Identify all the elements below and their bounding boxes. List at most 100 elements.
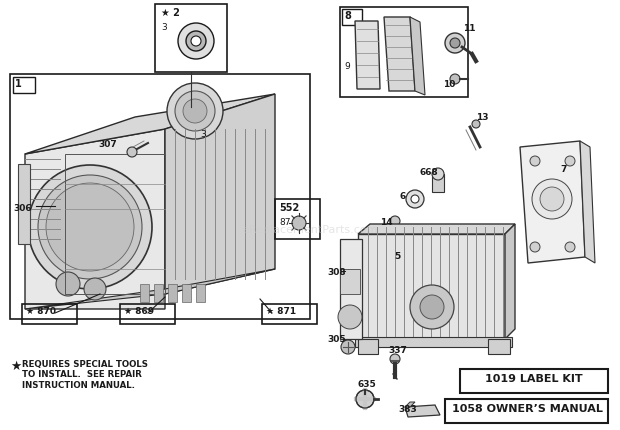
- Bar: [342, 10, 362, 26]
- Text: 337: 337: [388, 345, 407, 354]
- Text: ★ 869: ★ 869: [124, 306, 154, 315]
- Circle shape: [167, 84, 223, 140]
- Polygon shape: [520, 141, 585, 264]
- Text: 11: 11: [463, 24, 476, 33]
- Text: REQUIRES SPECIAL TOOLS
TO INSTALL.  SEE REPAIR
INSTRUCTION MANUAL.: REQUIRES SPECIAL TOOLS TO INSTALL. SEE R…: [22, 359, 148, 389]
- Polygon shape: [405, 402, 415, 407]
- Circle shape: [432, 169, 444, 181]
- Circle shape: [472, 121, 480, 129]
- Bar: [22, 304, 77, 324]
- Bar: [275, 200, 320, 240]
- Polygon shape: [488, 339, 510, 354]
- Circle shape: [56, 272, 80, 296]
- Polygon shape: [165, 95, 275, 294]
- Bar: [154, 284, 163, 302]
- Circle shape: [406, 190, 424, 209]
- Bar: [140, 284, 149, 302]
- Circle shape: [565, 157, 575, 166]
- Polygon shape: [410, 18, 425, 96]
- Circle shape: [530, 243, 540, 252]
- Text: 383: 383: [398, 404, 417, 413]
- Circle shape: [390, 354, 400, 364]
- Circle shape: [390, 216, 400, 227]
- Circle shape: [565, 243, 575, 252]
- Text: ★: ★: [10, 359, 21, 372]
- Bar: [432, 175, 444, 193]
- Text: 10: 10: [443, 80, 455, 89]
- Circle shape: [530, 157, 540, 166]
- Circle shape: [410, 286, 454, 329]
- Text: 3: 3: [161, 23, 167, 32]
- Text: 552: 552: [279, 203, 299, 212]
- Bar: [196, 284, 205, 302]
- Bar: [168, 284, 177, 302]
- Text: 1058 OWNER’S MANUAL: 1058 OWNER’S MANUAL: [451, 403, 603, 413]
- Circle shape: [46, 184, 134, 271]
- Bar: [18, 165, 30, 244]
- Text: 306: 306: [13, 203, 32, 212]
- Polygon shape: [505, 224, 515, 339]
- Bar: [182, 284, 191, 302]
- Polygon shape: [340, 240, 362, 339]
- Circle shape: [292, 216, 306, 230]
- Bar: [120, 304, 175, 324]
- Text: 307: 307: [98, 140, 117, 149]
- Circle shape: [127, 147, 137, 158]
- Text: 13: 13: [476, 113, 489, 122]
- Circle shape: [341, 340, 355, 354]
- Circle shape: [38, 175, 142, 280]
- Bar: [340, 8, 468, 98]
- Text: ★ 871: ★ 871: [266, 306, 296, 315]
- Circle shape: [532, 180, 572, 219]
- Text: 3: 3: [200, 130, 206, 139]
- Circle shape: [84, 278, 106, 300]
- Text: 14: 14: [380, 218, 392, 227]
- Polygon shape: [580, 141, 595, 264]
- Text: 7: 7: [560, 165, 567, 174]
- Polygon shape: [355, 337, 512, 347]
- Text: 635: 635: [358, 379, 377, 388]
- Text: ★ 870: ★ 870: [26, 306, 56, 315]
- Polygon shape: [358, 234, 505, 339]
- Circle shape: [450, 39, 460, 49]
- Polygon shape: [355, 22, 380, 90]
- Text: eReplacementParts.com: eReplacementParts.com: [242, 224, 378, 234]
- Circle shape: [191, 37, 201, 47]
- Polygon shape: [25, 269, 275, 309]
- Circle shape: [356, 390, 374, 408]
- Circle shape: [28, 166, 152, 289]
- Text: 6: 6: [400, 191, 406, 200]
- Circle shape: [183, 100, 207, 124]
- Polygon shape: [358, 224, 515, 234]
- Bar: [262, 304, 317, 324]
- Bar: [65, 155, 165, 294]
- Bar: [460, 369, 608, 393]
- Circle shape: [338, 305, 362, 329]
- Circle shape: [411, 196, 419, 203]
- Polygon shape: [25, 95, 275, 155]
- Circle shape: [420, 295, 444, 319]
- Text: 668: 668: [420, 168, 439, 177]
- Polygon shape: [340, 269, 360, 294]
- Text: 87: 87: [279, 218, 291, 227]
- Text: 9: 9: [344, 62, 350, 71]
- Text: 308: 308: [327, 267, 345, 276]
- Circle shape: [178, 24, 214, 60]
- Circle shape: [445, 34, 465, 54]
- Text: 8: 8: [344, 11, 351, 21]
- Bar: [13, 78, 35, 94]
- Circle shape: [450, 75, 460, 85]
- Text: 5: 5: [394, 252, 401, 261]
- Polygon shape: [25, 130, 165, 309]
- Text: 1019 LABEL KIT: 1019 LABEL KIT: [485, 373, 583, 383]
- Text: 1: 1: [15, 79, 22, 89]
- Circle shape: [175, 92, 215, 132]
- Polygon shape: [358, 339, 378, 354]
- Polygon shape: [405, 405, 440, 417]
- Circle shape: [540, 187, 564, 212]
- Text: ★ 2: ★ 2: [161, 8, 180, 18]
- Circle shape: [186, 32, 206, 52]
- Text: 305: 305: [327, 334, 345, 343]
- Polygon shape: [384, 18, 415, 92]
- Bar: [155, 5, 227, 73]
